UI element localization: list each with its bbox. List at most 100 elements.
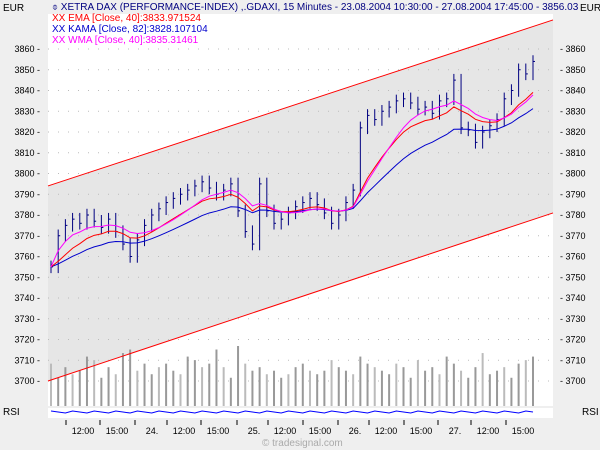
- legend-text: KAMA [Close, 82]:3828.107104: [68, 24, 208, 35]
- x-tick-label: 12:00: [375, 426, 398, 436]
- volume-bar: [330, 360, 333, 406]
- y-tick-label-right: - 3860: [560, 44, 586, 54]
- y-tick-label-right: - 3780: [560, 210, 586, 220]
- y-tick-label-left: 3750 -: [14, 272, 40, 282]
- volume-bar: [316, 374, 319, 406]
- y-tick-label-left: 3770 -: [14, 231, 40, 241]
- volume-bar: [57, 377, 60, 406]
- y-tick-label-left: 3850 -: [14, 65, 40, 75]
- volume-bar: [244, 363, 247, 406]
- volume-bar: [50, 363, 52, 406]
- volume-bar: [467, 377, 470, 406]
- x-tick-label: 15:00: [207, 426, 230, 436]
- volume-bar: [488, 374, 491, 406]
- y-tick-label-right: - 3760: [560, 252, 586, 262]
- x-tick-label: 25.: [248, 426, 261, 436]
- volume-bar: [424, 370, 427, 406]
- volume-bar: [445, 356, 448, 406]
- y-tick-label-right: - 3740: [560, 293, 586, 303]
- volume-bar: [337, 367, 340, 406]
- volume-bar: [107, 367, 110, 406]
- volume-bar: [179, 374, 182, 406]
- volume-bar: [380, 370, 383, 406]
- volume-bar: [460, 370, 463, 406]
- watermark: © tradesignal.com: [262, 438, 343, 449]
- volume-bar: [287, 374, 290, 406]
- volume-bar: [215, 349, 218, 406]
- channel-lower-line: [47, 212, 554, 382]
- volume-bar: [452, 363, 455, 406]
- volume-bar: [237, 346, 240, 406]
- volume-bar: [208, 363, 211, 406]
- wma-line: [50, 94, 534, 268]
- volume-bar: [78, 370, 81, 406]
- volume-bar: [395, 363, 398, 406]
- volume-bar: [344, 370, 347, 406]
- x-tick-label: 15:00: [106, 426, 129, 436]
- rsi-label-left: RSI: [3, 407, 20, 418]
- y-tick-label-left: 3860 -: [14, 44, 40, 54]
- y-tick-label-left: 3710 -: [14, 355, 40, 365]
- legend-marker: XX: [52, 13, 66, 24]
- legend-wma: XX WMA [Close, 40]:3835.31461: [52, 35, 198, 46]
- legend-text: EMA [Close, 40]:3833.971524: [68, 13, 201, 24]
- volume-bar: [71, 374, 74, 406]
- volume-bar: [136, 370, 139, 406]
- volume-bar: [229, 377, 232, 406]
- kama-line: [50, 108, 534, 268]
- legend-text: WMA [Close, 40]:3835.31461: [68, 35, 199, 46]
- volume-bar: [301, 363, 304, 406]
- volume-bar: [373, 367, 376, 406]
- y-tick-label-right: - 3720: [560, 335, 586, 345]
- volume-bar: [510, 377, 513, 406]
- volume-bar: [273, 370, 276, 406]
- volume-bar: [517, 363, 520, 406]
- y-tick-label-left: 3810 -: [14, 148, 40, 158]
- legend-ema: XX EMA [Close, 40]:3833.971524: [52, 13, 201, 24]
- volume-bar: [416, 360, 419, 406]
- y-axis-unit-right: EUR: [580, 3, 600, 14]
- y-tick-label-left: 3740 -: [14, 293, 40, 303]
- x-tick-label: 12:00: [173, 426, 196, 436]
- volume-bar: [222, 367, 225, 406]
- volume-bar: [93, 360, 96, 406]
- volume-bar: [496, 370, 499, 406]
- y-tick-label-left: 3720 -: [14, 335, 40, 345]
- volume-bar: [481, 353, 484, 406]
- volume-bar: [294, 367, 297, 406]
- volume-bar: [388, 374, 391, 406]
- legend-marker: XX: [52, 24, 66, 35]
- volume-bar: [201, 367, 204, 406]
- y-tick-label-right: - 3810: [560, 148, 586, 158]
- volume-bar: [323, 370, 326, 406]
- y-tick-label-right: - 3840: [560, 86, 586, 96]
- y-tick-label-right: - 3700: [560, 376, 586, 386]
- volume-bar: [265, 374, 268, 406]
- y-tick-label-right: - 3830: [560, 106, 586, 116]
- x-tick-label: 24.: [146, 426, 159, 436]
- title-text: XETRA DAX (PERFORMANCE-INDEX) ,.GDAXI, 1…: [60, 2, 579, 13]
- y-tick-label-left: 3700 -: [14, 376, 40, 386]
- volume-bar: [165, 363, 168, 406]
- volume-bar: [503, 367, 506, 406]
- volume-bar: [402, 367, 405, 406]
- volume-bar: [172, 370, 175, 406]
- volume-bar: [409, 377, 412, 406]
- y-tick-label-right: - 3770: [560, 231, 586, 241]
- volume-bar: [352, 374, 355, 406]
- volume-bar: [129, 349, 132, 406]
- volume-bar: [64, 367, 67, 406]
- y-tick-label-right: - 3850: [560, 65, 586, 75]
- volume-bar: [431, 367, 434, 406]
- y-tick-label-right: - 3730: [560, 314, 586, 324]
- x-tick-label: 26.: [349, 426, 362, 436]
- y-tick-label-right: - 3710: [560, 355, 586, 365]
- volume-bar: [100, 377, 103, 406]
- volume-bar: [85, 356, 88, 406]
- volume-bar: [150, 374, 153, 406]
- y-tick-label-left: 3820 -: [14, 127, 40, 137]
- y-tick-label-left: 3790 -: [14, 189, 40, 199]
- y-tick-label-left: 3760 -: [14, 252, 40, 262]
- volume-bar: [193, 360, 196, 406]
